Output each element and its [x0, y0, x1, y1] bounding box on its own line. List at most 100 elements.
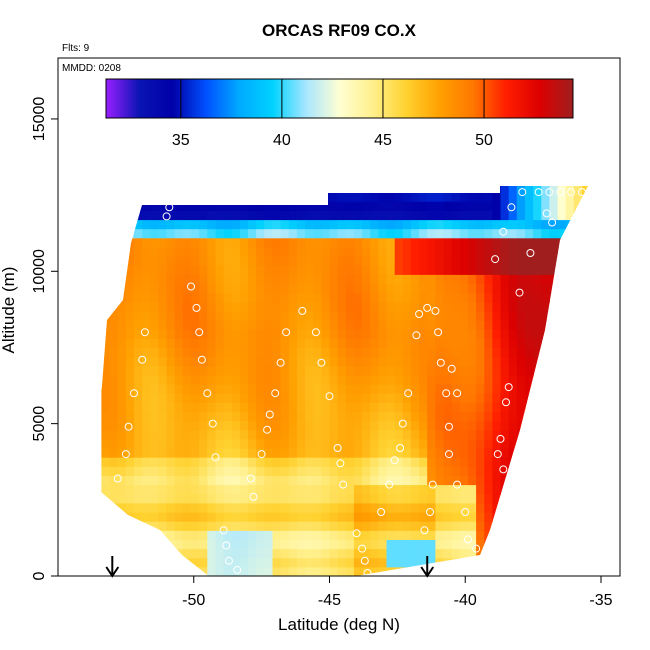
heatmap-cell [191, 274, 200, 284]
heatmap-cell [525, 310, 534, 321]
heatmap-cell [500, 192, 510, 202]
heatmap-cell [166, 256, 176, 266]
heatmap-cell [117, 429, 127, 440]
heatmap-cell [329, 475, 339, 486]
heatmap-cell [508, 219, 518, 230]
heatmap-cell [492, 292, 502, 303]
heatmap-cell [150, 420, 159, 431]
heatmap-cell [337, 219, 347, 230]
heatmap-cell [435, 420, 445, 431]
heatmap-cell [207, 548, 216, 559]
heatmap-cell [370, 347, 379, 358]
heatmap-cell [321, 484, 331, 495]
heatmap-cell [125, 292, 135, 303]
heatmap-cell [158, 347, 168, 358]
heatmap-cell [248, 256, 257, 266]
heatmap-cell [459, 292, 469, 303]
heatmap-cell [370, 557, 379, 568]
heatmap-cell [313, 402, 322, 412]
heatmap-cell [435, 201, 445, 211]
heatmap-cell [492, 466, 502, 476]
heatmap-cell [476, 283, 485, 294]
heatmap-cell [101, 374, 111, 385]
heatmap-cell [125, 429, 135, 440]
profile-point [360, 556, 369, 565]
heatmap-cell [419, 219, 428, 230]
heatmap-cells [101, 186, 588, 577]
heatmap-cell [280, 201, 290, 211]
heatmap-cell [459, 365, 469, 376]
heatmap-cell [142, 512, 151, 522]
profile-point [325, 392, 334, 401]
heatmap-cell [329, 292, 339, 303]
heatmap-cell [174, 210, 184, 221]
heatmap-cell [443, 484, 453, 495]
heatmap-cell [101, 448, 111, 458]
heatmap-cell [264, 393, 273, 403]
heatmap-cell [459, 548, 469, 559]
heatmap-cell [215, 374, 225, 385]
heatmap-cell [549, 228, 559, 239]
heatmap-cell [508, 292, 518, 303]
heatmap-cell [435, 466, 445, 476]
heatmap-cell [264, 384, 273, 394]
heatmap-cell [231, 338, 241, 348]
heatmap-cell [215, 283, 225, 294]
heatmap-cell [353, 393, 363, 403]
heatmap-cell [182, 219, 192, 230]
heatmap-cell [174, 393, 184, 403]
heatmap-cell [313, 484, 322, 495]
heatmap-cell [353, 502, 363, 513]
heatmap-cell [239, 484, 249, 495]
heatmap-cell [248, 384, 257, 394]
heatmap-cell [280, 365, 290, 376]
heatmap-cell [174, 329, 184, 339]
heatmap-cell [272, 301, 282, 312]
heatmap-cell [370, 438, 379, 449]
heatmap-cell [468, 265, 477, 275]
heatmap-cell [288, 310, 298, 321]
heatmap-cell [199, 356, 208, 367]
heatmap-cell [231, 484, 241, 495]
heatmap-cell [239, 283, 249, 294]
heatmap-cell [215, 301, 225, 312]
heatmap-cell [427, 283, 436, 294]
chart-title: ORCAS RF09 CO.X [262, 21, 417, 40]
heatmap-cell [166, 228, 176, 239]
heatmap-cell [378, 210, 388, 221]
heatmap-cell [207, 438, 216, 449]
heatmap-cell [207, 228, 216, 239]
heatmap-cell [248, 347, 257, 358]
heatmap-cell [484, 420, 493, 431]
heatmap-cell [557, 192, 567, 202]
heatmap-cell [468, 521, 477, 531]
profile-point [472, 544, 481, 553]
heatmap-cell [321, 219, 331, 230]
heatmap-cell [288, 301, 298, 312]
heatmap-cell [223, 301, 233, 312]
profile-point [526, 249, 535, 257]
heatmap-cell [288, 539, 298, 550]
heatmap-cell [256, 438, 265, 449]
profile-point [491, 255, 500, 264]
heatmap-cell [362, 228, 371, 239]
heatmap-cell [329, 246, 339, 257]
heatmap-cell [109, 384, 119, 394]
colorbar-ticks: 35 40 45 50 [172, 79, 493, 149]
heatmap-cell [492, 484, 502, 495]
heatmap-cell [427, 539, 436, 550]
heatmap-cell [313, 539, 322, 550]
heatmap-cell [402, 530, 412, 540]
heatmap-cell [508, 201, 518, 211]
heatmap-cell [386, 539, 396, 550]
heatmap-cell [516, 384, 526, 394]
heatmap-cell [345, 365, 355, 376]
heatmap-cell [557, 201, 567, 211]
heatmap-cell [435, 219, 445, 230]
heatmap-cell [215, 420, 225, 431]
heatmap-cell [248, 484, 257, 495]
heatmap-cell [386, 201, 396, 211]
heatmap-cell [476, 228, 485, 239]
heatmap-cell [370, 411, 379, 422]
heatmap-cell [150, 210, 159, 221]
